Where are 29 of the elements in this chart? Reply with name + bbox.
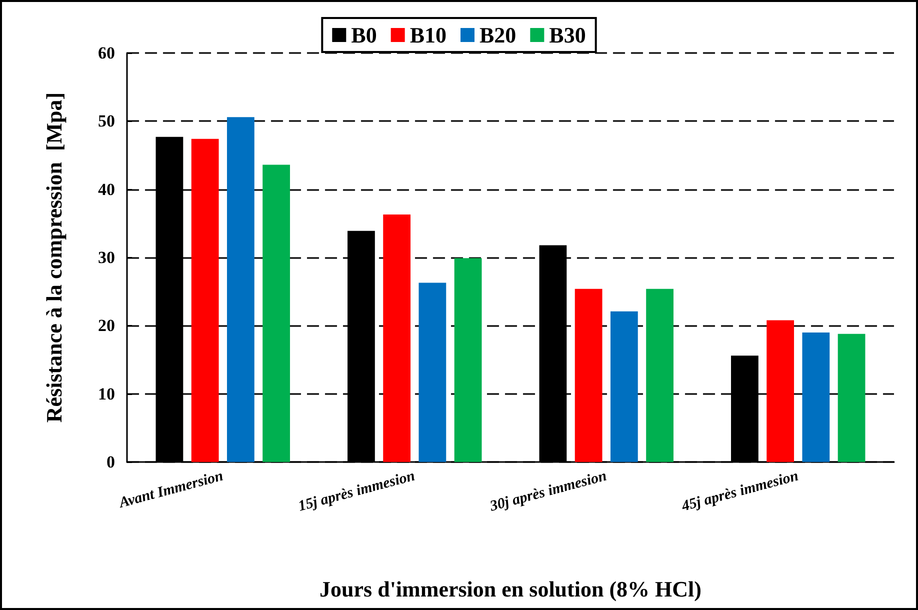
bar xyxy=(766,320,794,462)
bar xyxy=(191,138,219,462)
bar xyxy=(574,288,602,462)
y-tick-label: 0 xyxy=(106,452,115,472)
legend-label: B10 xyxy=(410,22,447,48)
x-tick-label: Avant Immersion xyxy=(116,468,225,512)
legend-label: B30 xyxy=(549,22,586,48)
y-tick-label: 40 xyxy=(98,180,115,199)
legend-label: B0 xyxy=(351,22,377,48)
bar xyxy=(418,282,446,462)
x-tick-label: 30j après immesion xyxy=(487,468,608,516)
y-tick-label: 10 xyxy=(98,384,115,404)
x-axis-title: Jours d'immersion en solution (8% HCl) xyxy=(320,576,702,602)
bar xyxy=(802,332,830,462)
y-tick-label: 50 xyxy=(98,112,115,131)
x-tick-label: 45j après immesion xyxy=(679,468,800,516)
y-tick-label: 30 xyxy=(98,248,115,267)
legend-label: B20 xyxy=(480,22,516,48)
y-tick-label: 20 xyxy=(98,316,115,336)
bar xyxy=(610,311,638,462)
bar xyxy=(838,334,866,462)
bar xyxy=(226,117,254,462)
bar xyxy=(383,214,411,462)
y-tick-label: 60 xyxy=(98,44,115,62)
y-axis-title: Résistance à la compression [Mpa] xyxy=(42,92,66,423)
bar xyxy=(454,258,482,462)
bar xyxy=(646,288,674,462)
x-tick-label: 15j après immesion xyxy=(296,468,417,515)
bar xyxy=(262,164,290,462)
